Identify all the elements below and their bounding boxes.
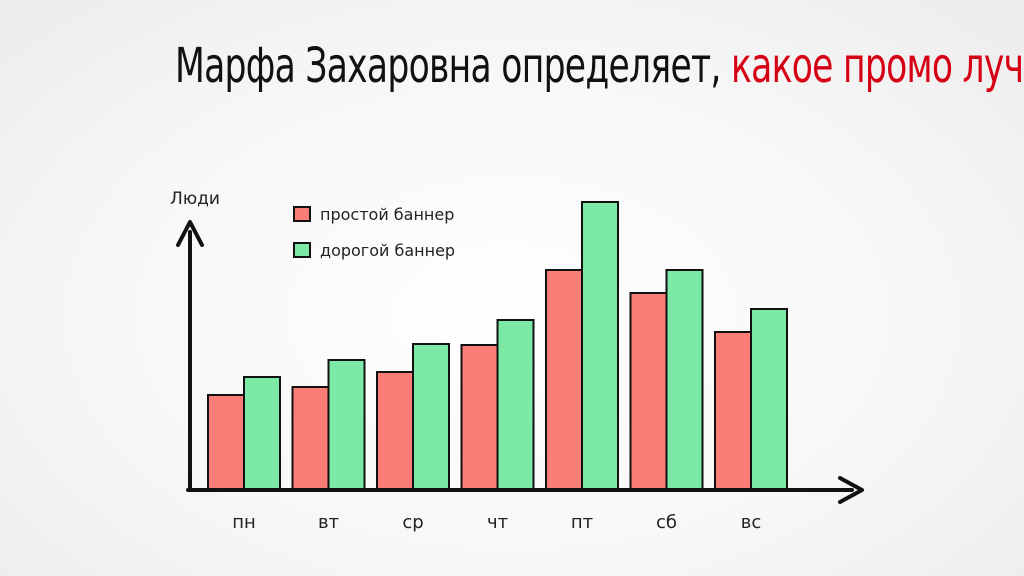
legend-label-expensive: дорогой баннер [320, 241, 455, 260]
bar-expensive-5 [665, 269, 704, 491]
bar-simple-0 [207, 394, 245, 491]
y-axis-label: Люди [170, 189, 220, 209]
axes-group: Люди [170, 189, 864, 504]
bar-expensive-2 [412, 343, 450, 491]
x-tick-labels: пн вт ср чт пт сб вс [232, 512, 761, 533]
legend-swatch-expensive [293, 242, 311, 258]
x-tick-label: вс [741, 512, 762, 533]
bar-simple-4 [545, 269, 583, 491]
bar-expensive-1 [327, 359, 366, 491]
bar-simple-6 [714, 331, 752, 491]
x-tick-label: пт [571, 512, 593, 533]
title-part-main: Марфа Захаровна определяет, [174, 38, 731, 94]
x-tick-label: чт [487, 512, 508, 533]
x-tick-label: вт [318, 512, 339, 533]
legend: простой баннер дорогой баннер [293, 205, 455, 260]
x-tick-label: сб [656, 512, 677, 533]
title-part-accent: какое промо лучше [730, 38, 1024, 94]
y-axis-arrow [176, 220, 204, 247]
bar-expensive-4 [581, 201, 619, 491]
x-axis-arrow [838, 476, 864, 504]
x-tick-label: ср [402, 512, 423, 533]
bar-simple-2 [376, 371, 414, 491]
legend-swatch-simple [293, 206, 311, 222]
legend-label-simple: простой баннер [320, 205, 454, 224]
x-tick-label: пн [232, 512, 256, 533]
bar-expensive-3 [496, 319, 535, 491]
bar-simple-5 [629, 292, 668, 491]
bar-simple-1 [291, 386, 330, 491]
bar-expensive-6 [750, 308, 788, 491]
bar-expensive-0 [243, 376, 281, 491]
slide-title: Марфа Захаровна определяет, какое промо … [0, 38, 1024, 94]
bar-simple-3 [460, 344, 499, 491]
bars-group [207, 201, 788, 491]
